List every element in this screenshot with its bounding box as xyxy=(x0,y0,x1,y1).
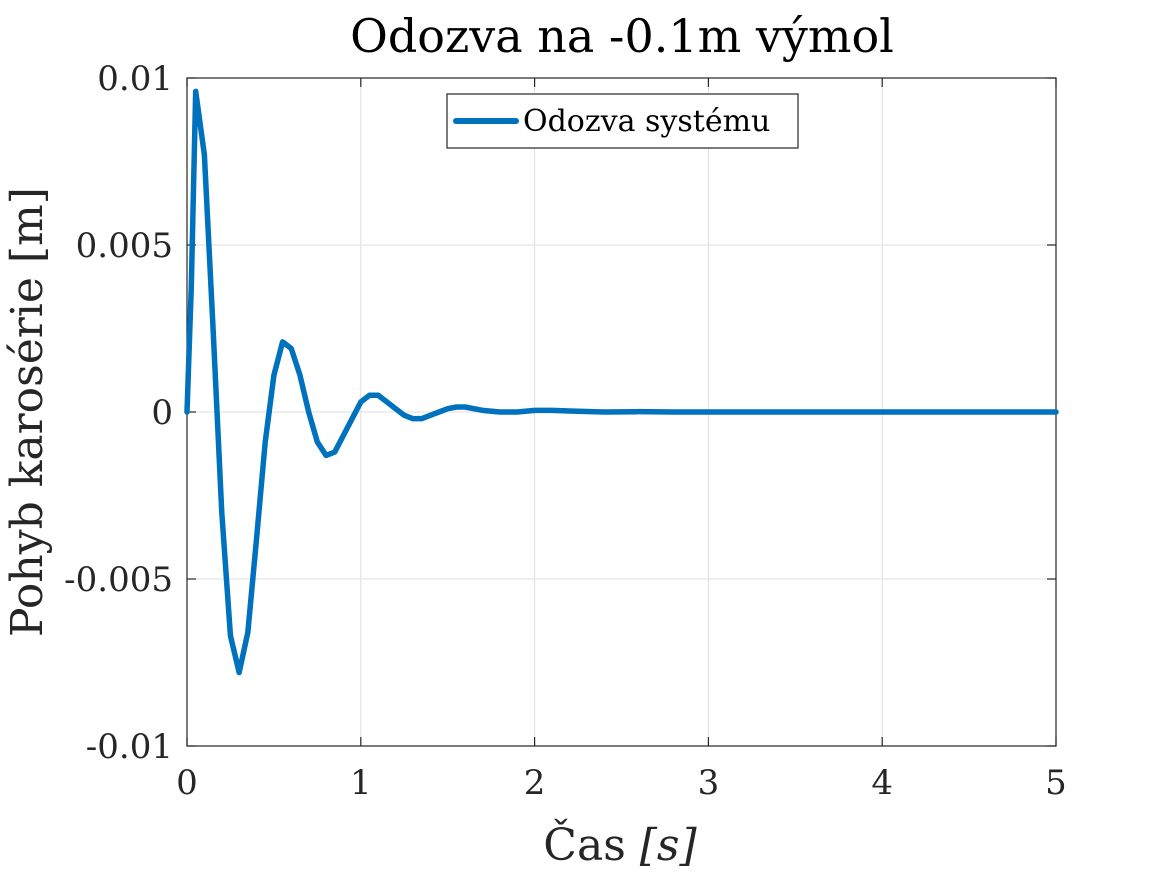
y-tick-label: 0.01 xyxy=(97,59,173,99)
x-tick-label: 4 xyxy=(871,763,893,803)
y-tick-label: -0.01 xyxy=(86,727,173,767)
x-tick-label: 3 xyxy=(698,763,720,803)
legend-label: Odozva systému xyxy=(523,104,770,139)
x-axis-title-main: Čas xyxy=(543,818,639,871)
y-tick-label: 0.005 xyxy=(76,226,173,266)
legend: Odozva systému xyxy=(446,93,799,149)
series-line-0 xyxy=(184,88,1059,676)
x-tick-label: 1 xyxy=(350,763,372,803)
y-tick-labels: -0.01 -0.005 0 0.005 0.01 xyxy=(64,59,173,767)
y-tick-label: -0.005 xyxy=(64,560,173,600)
ticks xyxy=(186,77,1057,747)
y-tick-label: 0 xyxy=(151,393,173,433)
x-tick-label: 2 xyxy=(524,763,546,803)
y-axis-title: Pohyb karosérie [m] xyxy=(2,187,53,637)
chart-title: Odozva na -0.1m výmol xyxy=(350,9,894,63)
x-axis-title-unit: [s] xyxy=(640,820,698,871)
x-tick-label: 5 xyxy=(1045,763,1067,803)
series-layer xyxy=(184,88,1059,676)
x-tick-labels: 0 1 2 3 4 5 xyxy=(176,763,1067,803)
x-tick-label: 0 xyxy=(176,763,198,803)
x-axis-title: Čas [s] xyxy=(543,818,697,871)
